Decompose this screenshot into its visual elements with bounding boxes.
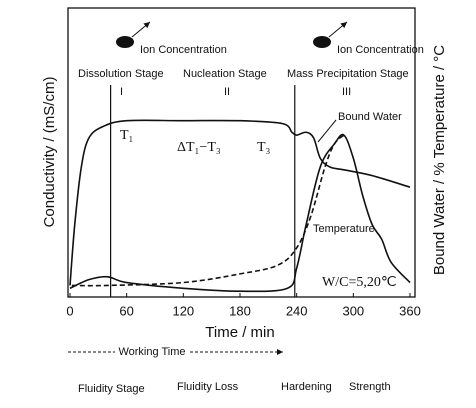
x-tick-label: 60 — [119, 303, 133, 318]
phase-label: Fluidity Stage — [78, 383, 145, 395]
series-label: Bound Water — [338, 111, 402, 123]
annotation: T₁ — [120, 128, 133, 143]
x-tick-label: 120 — [172, 303, 194, 318]
annotation: Dissolution Stage — [78, 68, 164, 80]
phase-label: Hardening — [281, 381, 332, 393]
x-tick-label: 300 — [342, 303, 364, 318]
annotation: I — [120, 86, 123, 98]
phase-label: Fluidity Loss — [177, 381, 239, 393]
annotation: II — [224, 86, 230, 98]
x-axis-label: Time / min — [205, 324, 274, 341]
plot-frame — [67, 7, 416, 298]
annotation: W/C=5,20℃ — [322, 275, 397, 290]
y2-axis-label: Bound Water / % Temperature / °C — [431, 45, 448, 275]
y-axis-label: Conductivity / (mS/cm) — [41, 77, 58, 228]
annotation: ΔT₁−T₃ — [177, 140, 221, 155]
series-line — [69, 119, 411, 286]
series-line — [69, 133, 411, 293]
annotation: III — [342, 86, 351, 98]
timeline-label: Working Time — [118, 346, 185, 358]
x-tick-label: 0 — [66, 303, 73, 318]
annotation: Nucleation Stage — [183, 68, 267, 80]
series-label: Temperature — [313, 223, 375, 235]
ion-arrow — [131, 21, 151, 38]
annotation: Ion Concentration — [337, 44, 424, 56]
ion-icon — [313, 36, 331, 48]
ion-arrow — [328, 21, 348, 38]
annotation: T₃ — [257, 140, 271, 155]
annotation: Mass Precipitation Stage — [287, 68, 409, 80]
leader-line — [317, 119, 337, 143]
annotation: Ion Concentration — [140, 44, 227, 56]
phase-label: Strength — [349, 381, 391, 393]
x-tick-label: 180 — [229, 303, 251, 318]
series-line — [71, 134, 345, 287]
x-tick-label: 240 — [286, 303, 308, 318]
ion-icon — [116, 36, 134, 48]
x-tick-label: 360 — [399, 303, 421, 318]
